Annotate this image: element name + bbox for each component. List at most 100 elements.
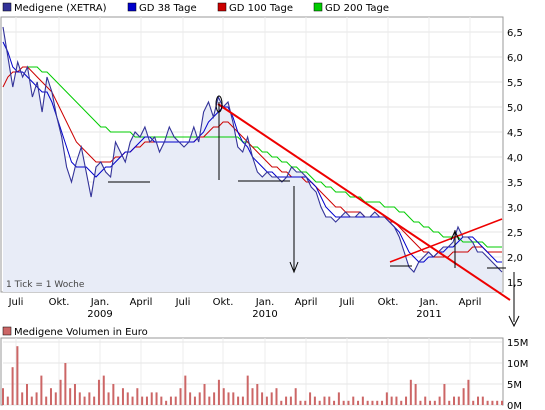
- y-tick-label: 5,0: [507, 103, 523, 114]
- volume-bar: [40, 375, 43, 405]
- x-tick-label: Jan.: [90, 297, 110, 308]
- volume-bar: [433, 400, 436, 405]
- legend: Medigene (XETRA) GD 38 Tage GD 100 Tage …: [2, 2, 389, 14]
- volume-bar: [160, 396, 163, 405]
- y-tick-label: 6,5: [507, 28, 523, 39]
- volume-bar: [246, 375, 249, 405]
- volume-bar: [73, 384, 76, 405]
- volume-bar: [241, 396, 244, 405]
- volume-bar: [49, 388, 52, 405]
- year-label: 2009: [87, 309, 112, 320]
- y-tick-label: 6,0: [507, 53, 523, 64]
- vol-tick-label: 5M: [507, 380, 522, 391]
- volume-bar: [155, 392, 158, 405]
- volume-bar: [69, 388, 72, 405]
- volume-bar: [213, 392, 216, 405]
- volume-bar: [400, 400, 403, 405]
- x-tick-label: Okt.: [213, 297, 234, 308]
- y-tick-label: 2,5: [507, 228, 523, 239]
- volume-bar: [107, 392, 110, 405]
- x-tick-label: April: [295, 297, 318, 308]
- legend-label-gd200: GD 200 Tage: [325, 3, 389, 14]
- volume-bar: [102, 375, 105, 405]
- volume-bar: [501, 400, 503, 405]
- volume-bar: [409, 379, 412, 405]
- volume-bar: [366, 400, 369, 405]
- volume-bar: [227, 392, 230, 405]
- volume-bar: [136, 388, 139, 405]
- volume-bar: [117, 396, 120, 405]
- volume-bar: [429, 400, 432, 405]
- series-line-2: [2, 66, 502, 258]
- volume-bar: [357, 400, 360, 405]
- volume-bar: [256, 384, 259, 405]
- volume-bar: [59, 379, 62, 405]
- volume-bar: [145, 396, 148, 405]
- volume-bar: [261, 392, 264, 405]
- volume-legend-label: Medigene Volumen in Euro: [14, 327, 148, 338]
- volume-bars: [2, 346, 503, 405]
- volume-bar: [448, 400, 451, 405]
- peak-marker: [215, 95, 223, 113]
- volume-bar: [265, 396, 268, 405]
- volume-legend-swatch: [2, 326, 12, 336]
- volume-bar: [121, 388, 124, 405]
- volume-bar: [184, 375, 187, 405]
- vol-tick-label: 0M: [507, 401, 522, 410]
- volume-bar: [237, 396, 240, 405]
- volume-bar: [496, 400, 499, 405]
- y-tick-label: 4,5: [507, 128, 523, 139]
- volume-bar: [64, 363, 67, 405]
- year-label: 2010: [252, 309, 277, 320]
- volume-bar: [169, 396, 172, 405]
- volume-bar: [472, 400, 475, 405]
- volume-bar: [78, 392, 81, 405]
- volume-bar: [174, 396, 177, 405]
- volume-bar: [342, 400, 345, 405]
- trend-line: [217, 103, 511, 301]
- y-tick-label: 3,5: [507, 178, 523, 189]
- x-axis-ticks: Juli Okt. Jan. April Juli Okt. Jan. April Juli Ok…: [8, 297, 482, 320]
- volume-bar: [11, 367, 14, 405]
- volume-bar: [424, 396, 427, 405]
- y-tick-label: 3,0: [507, 203, 523, 214]
- legend-swatch-gd200: [313, 2, 323, 12]
- volume-bar: [491, 400, 494, 405]
- volume-bar: [112, 384, 115, 405]
- tick-note: 1 Tick = 1 Woche: [6, 280, 85, 290]
- x-tick-label: Okt.: [49, 297, 70, 308]
- volume-bar: [222, 388, 225, 405]
- volume-bar: [289, 396, 292, 405]
- peak-marker: [450, 229, 460, 241]
- y-tick-label: 2,0: [507, 253, 523, 264]
- volume-bar: [2, 388, 4, 405]
- x-tick-label: Jan.: [255, 297, 275, 308]
- volume-bar: [198, 392, 201, 405]
- volume-bar: [299, 400, 302, 405]
- series-line-0: [2, 26, 503, 273]
- volume-bar: [390, 396, 393, 405]
- year-label: 2011: [416, 309, 441, 320]
- volume-bar: [361, 396, 364, 405]
- volume-bar: [453, 396, 456, 405]
- volume-bar: [395, 396, 398, 405]
- x-tick-label: April: [459, 297, 482, 308]
- volume-bar: [309, 392, 312, 405]
- volume-bar: [54, 392, 57, 405]
- volume-bar: [203, 384, 206, 405]
- volume-bar: [467, 379, 470, 405]
- legend-swatch-gd38: [127, 2, 137, 12]
- trend-line: [389, 218, 503, 263]
- legend-label-gd38: GD 38 Tage: [139, 3, 197, 14]
- volume-bar: [347, 400, 350, 405]
- volume-bar: [352, 396, 355, 405]
- y-tick-label: 1,5: [507, 278, 523, 289]
- volume-bar: [385, 392, 388, 405]
- volume-bar: [486, 400, 489, 405]
- volume-bar: [30, 396, 33, 405]
- volume-bar: [294, 388, 297, 405]
- volume-bar: [457, 396, 460, 405]
- volume-bar: [280, 400, 283, 405]
